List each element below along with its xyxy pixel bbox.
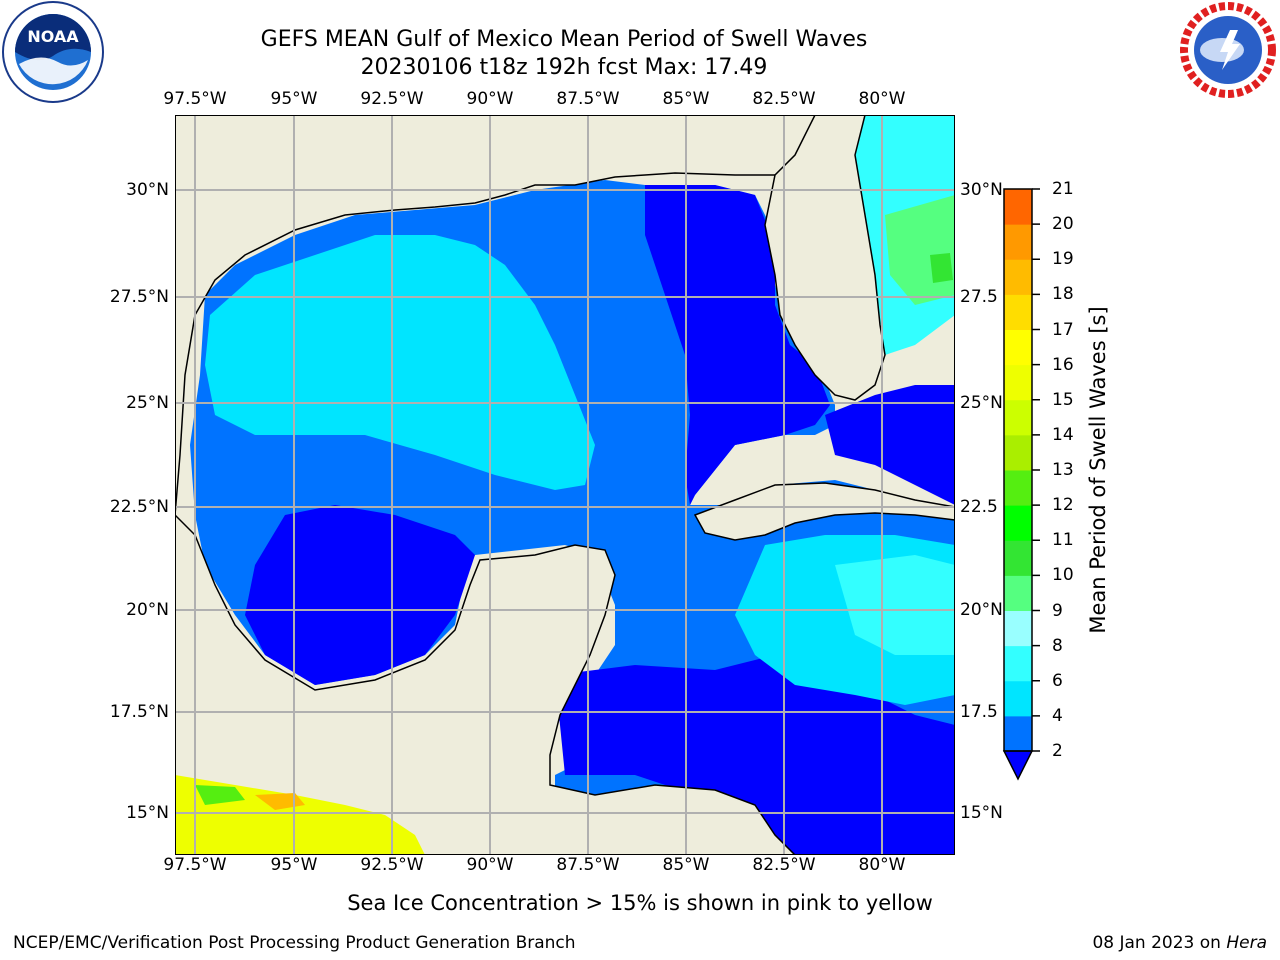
lat-label-left: 20°N <box>126 600 169 620</box>
colorbar-segment <box>1004 715 1032 752</box>
sea-ice-region-green <box>195 785 245 805</box>
land-mexico <box>175 513 797 855</box>
lat-label-right: 20°N <box>960 600 1003 620</box>
credit-date: 08 Jan 2023 on <box>1092 933 1221 953</box>
lon-label-top: 85°W <box>662 89 710 109</box>
lat-label-left: 17.5°N <box>109 702 169 722</box>
lat-label-left: 22.5°N <box>109 497 169 517</box>
lon-label-bottom: 92.5°W <box>360 855 424 875</box>
colorbar-segment <box>1004 540 1032 576</box>
nws-logo-icon <box>1180 2 1276 98</box>
swell-zone-deep-bay-of-campeche <box>245 505 475 685</box>
noaa-logo-text: NOAA <box>27 27 79 46</box>
lon-label-top: 95°W <box>270 89 318 109</box>
colorbar-tick-label: 19 <box>1052 249 1074 270</box>
lat-label-left: 25°N <box>126 393 169 413</box>
colorbar-segment <box>1004 259 1032 295</box>
sea-ice-note: Sea Ice Concentration > 15% is shown in … <box>0 891 1280 915</box>
lat-label-right: 17.5 <box>960 702 998 722</box>
map-panel <box>175 115 955 855</box>
colorbar-tick-label: 9 <box>1052 600 1063 621</box>
lat-label-right: 30°N <box>960 180 1003 200</box>
credit-left: NCEP/EMC/Verification Post Processing Pr… <box>13 933 576 953</box>
swell-zone-atlantic-deep-green <box>930 253 953 283</box>
colorbar-segment <box>1004 680 1032 717</box>
colorbar-tick-label: 10 <box>1052 565 1074 586</box>
lat-label-right: 27.5 <box>960 287 998 307</box>
colorbar <box>1002 188 1040 781</box>
colorbar-tick-label: 16 <box>1052 354 1074 375</box>
colorbar-tick-label: 20 <box>1052 214 1074 235</box>
colorbar-segment <box>1004 505 1032 541</box>
credit-right: 08 Jan 2023 on Hera <box>1092 933 1267 953</box>
colorbar-segment <box>1004 224 1032 260</box>
noaa-logo-icon: NOAA <box>2 1 104 103</box>
lat-label-right: 25°N <box>960 393 1003 413</box>
colorbar-segment <box>1004 189 1032 225</box>
lat-label-left: 30°N <box>126 180 169 200</box>
lon-label-top: 82.5°W <box>752 89 816 109</box>
colorbar-tick-label: 12 <box>1052 495 1074 516</box>
lat-label-left: 27.5°N <box>109 287 169 307</box>
colorbar-tick-label: 4 <box>1052 705 1063 726</box>
colorbar-tick-label: 14 <box>1052 424 1074 445</box>
lon-label-top: 92.5°W <box>360 89 424 109</box>
colorbar-segment <box>1004 610 1032 647</box>
lon-label-bottom: 85°W <box>662 855 710 875</box>
colorbar-tick-label: 6 <box>1052 670 1063 691</box>
lon-label-bottom: 87.5°W <box>556 855 620 875</box>
lon-label-top: 87.5°W <box>556 89 620 109</box>
sea-ice-region-orange <box>255 793 305 810</box>
colorbar-segment <box>1004 329 1032 366</box>
colorbar-tick-label: 11 <box>1052 530 1074 551</box>
graticule <box>175 115 955 855</box>
colorbar-segment <box>1004 364 1032 401</box>
swell-zone-deep-caribbean <box>555 655 955 855</box>
lat-label-left: 15°N <box>126 803 169 823</box>
lon-label-top: 90°W <box>466 89 514 109</box>
lon-label-top: 80°W <box>858 89 906 109</box>
colorbar-tick-label: 15 <box>1052 389 1074 410</box>
lat-label-right: 22.5 <box>960 497 998 517</box>
colorbar-tick-label: 17 <box>1052 319 1074 340</box>
chart-subtitle: 20230106 t18z 192h fcst Max: 17.49 <box>360 55 768 80</box>
colorbar-underflow-arrow <box>1002 750 1034 781</box>
colorbar-segment <box>1004 645 1032 682</box>
swell-zone-deep-florida-straits <box>825 385 955 505</box>
colorbar-segment <box>1004 434 1032 471</box>
colorbar-tick-label: 18 <box>1052 284 1074 305</box>
sea-ice-note-text: Sea Ice Concentration > 15% is shown in … <box>347 891 933 915</box>
colorbar-segment <box>1004 470 1032 506</box>
lon-label-bottom: 82.5°W <box>752 855 816 875</box>
lon-label-bottom: 80°W <box>858 855 906 875</box>
colorbar-segment <box>1004 575 1032 611</box>
land-florida <box>764 115 886 401</box>
colorbar-label: Mean Period of Swell Waves [s] <box>1086 306 1110 634</box>
colorbar-segment <box>1004 399 1032 436</box>
chart-title: GEFS MEAN Gulf of Mexico Mean Period of … <box>260 27 868 52</box>
lat-label-right: 15°N <box>960 803 1003 823</box>
colorbar-segment <box>1004 294 1032 330</box>
colorbar-tick-label: 13 <box>1052 460 1074 480</box>
lon-label-top: 97.5°W <box>163 89 227 109</box>
colorbar-tick-label: 21 <box>1052 179 1074 199</box>
credit-host: Hera <box>1226 933 1267 953</box>
lon-label-bottom: 97.5°W <box>163 855 227 875</box>
swell-zone-lightcyan-caribbean <box>835 555 955 655</box>
lon-label-bottom: 95°W <box>270 855 318 875</box>
colorbar-tick-label: 8 <box>1052 635 1063 656</box>
lon-label-bottom: 90°W <box>466 855 514 875</box>
colorbar-tick-label: 2 <box>1052 741 1063 761</box>
swell-zone-cyan-nw <box>205 235 595 490</box>
land-cuba <box>693 482 955 541</box>
